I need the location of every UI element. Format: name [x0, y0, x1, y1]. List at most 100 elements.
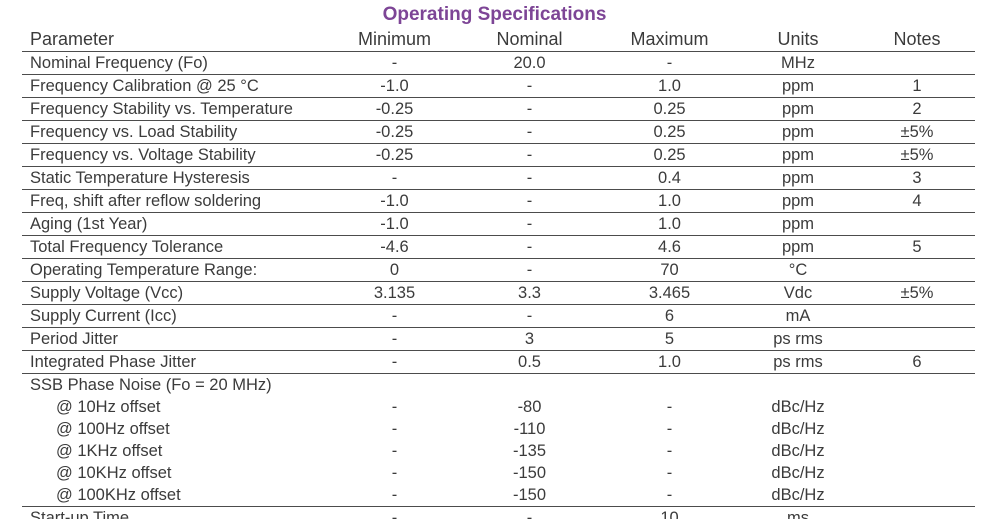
param-cell: @ 1KHz offset — [56, 442, 163, 460]
min-cell: - — [391, 398, 398, 416]
table-row: Nominal Frequency (Fo) -20.0- MHz — [22, 51, 975, 75]
table-row: Frequency Stability vs. Temperature -0.25… — [22, 97, 975, 121]
table-row: Frequency Calibration @ 25 °C -1.0-1.0 ppm… — [22, 74, 975, 98]
max-cell: 1.0 — [602, 189, 737, 213]
table-row: Period Jitter -3 5 ps rms — [22, 327, 975, 351]
column-header-maximum: Maximum — [602, 28, 737, 52]
notes-cell: ±5% — [859, 120, 975, 144]
units-cell: ppm — [737, 235, 859, 259]
param-cell: Static Temperature Hysteresis — [22, 166, 332, 190]
notes-cell — [859, 506, 975, 519]
nom-cell — [457, 374, 602, 397]
min-cell: -0.25 — [332, 143, 457, 167]
units-cell: MHz — [737, 51, 859, 75]
param-cell: Supply Current (Icc) — [22, 304, 332, 328]
table-row: Operating Temperature Range: 0-70 °C — [22, 258, 975, 282]
param-cell: Nominal Frequency (Fo) — [22, 51, 332, 75]
min-cell: -1.0 — [332, 189, 457, 213]
max-cell: - — [666, 398, 673, 416]
table-row: Frequency vs. Voltage Stability -0.25-0.2… — [22, 143, 975, 167]
param-cell: Operating Temperature Range: — [22, 258, 332, 282]
max-cell: 3.465 — [602, 281, 737, 305]
notes-cell — [859, 484, 975, 507]
param-cell: Freq, shift after reflow soldering — [22, 189, 332, 213]
param-cell: Supply Voltage (Vcc) — [22, 281, 332, 305]
units-cell: ps rms — [737, 350, 859, 374]
min-cell: - — [332, 304, 457, 328]
units-cell: dBc/Hz — [771, 420, 825, 438]
notes-cell — [859, 374, 975, 397]
max-cell — [602, 374, 737, 397]
table-row: @ 10KHz offset - -150 - dBc/Hz — [22, 462, 975, 484]
column-header-minimum: Minimum — [332, 28, 457, 52]
notes-cell: ±5% — [859, 281, 975, 305]
table-row: Integrated Phase Jitter -0.5 1.0 ps rms 6 — [22, 350, 975, 374]
nom-cell: 3.3 — [457, 281, 602, 305]
min-cell: -1.0 — [332, 74, 457, 98]
nom-cell: - — [457, 235, 602, 259]
nom-cell: - — [457, 304, 602, 328]
max-cell: 4.6 — [602, 235, 737, 259]
notes-cell: 5 — [859, 235, 975, 259]
units-cell: ppm — [737, 166, 859, 190]
max-cell: 5 — [602, 327, 737, 351]
param-cell: @ 10KHz offset — [56, 464, 172, 482]
notes-cell: 3 — [859, 166, 975, 190]
nom-cell: - — [457, 74, 602, 98]
table-row: Frequency vs. Load Stability -0.25-0.25 pp… — [22, 120, 975, 144]
max-cell: - — [666, 442, 673, 460]
notes-cell — [859, 396, 975, 418]
max-cell: 0.25 — [602, 143, 737, 167]
units-cell: ppm — [737, 143, 859, 167]
table-row: Supply Current (Icc) - -6 mA — [22, 304, 975, 328]
units-cell: ppm — [737, 74, 859, 98]
param-cell: @ 10Hz offset — [56, 398, 161, 416]
units-cell: mA — [737, 304, 859, 328]
nom-cell: - — [457, 97, 602, 121]
min-cell: - — [332, 506, 457, 519]
nom-cell: - — [457, 166, 602, 190]
nom-cell: - — [457, 120, 602, 144]
notes-cell — [859, 212, 975, 236]
nom-cell: - — [457, 506, 602, 519]
param-cell: SSB Phase Noise (Fo = 20 MHz) — [30, 376, 272, 394]
notes-cell — [859, 440, 975, 462]
min-cell: - — [332, 51, 457, 75]
min-cell — [332, 374, 457, 397]
units-cell: dBc/Hz — [771, 398, 825, 416]
min-cell: - — [332, 350, 457, 374]
notes-cell — [859, 462, 975, 484]
spec-table: Parameter Minimum Nominal Maximum Units Notes… — [22, 28, 975, 519]
param-cell: Period Jitter — [22, 327, 332, 351]
notes-cell — [859, 304, 975, 328]
units-cell — [737, 374, 859, 397]
nom-cell: - — [457, 189, 602, 213]
min-cell: - — [391, 464, 398, 482]
max-cell: - — [666, 420, 673, 438]
notes-cell: ±5% — [859, 143, 975, 167]
table-row: Static Temperature Hysteresis - -0.4 ppm 3 — [22, 166, 975, 190]
units-cell: Vdc — [737, 281, 859, 305]
max-cell: 1.0 — [602, 350, 737, 374]
max-cell: 10 — [602, 506, 737, 519]
table-row: Supply Voltage (Vcc) 3.135 3.3 3.465 Vdc ±5% — [22, 281, 975, 305]
table-row: @ 100Hz offset - -110 - dBc/Hz — [22, 418, 975, 440]
nom-cell: -80 — [517, 398, 542, 416]
units-cell: ps rms — [737, 327, 859, 351]
max-cell: 1.0 — [602, 212, 737, 236]
nom-cell: 3 — [457, 327, 602, 351]
max-cell: 1.0 — [602, 74, 737, 98]
table-row: SSB Phase Noise (Fo = 20 MHz) — [22, 374, 975, 397]
min-cell: -0.25 — [332, 97, 457, 121]
notes-cell: 6 — [859, 350, 975, 374]
units-cell: ppm — [737, 212, 859, 236]
nom-cell: - — [457, 143, 602, 167]
min-cell: -4.6 — [332, 235, 457, 259]
max-cell: 0.25 — [602, 120, 737, 144]
page-title: Operating Specifications — [382, 4, 607, 25]
param-cell: @ 100KHz offset — [22, 484, 332, 507]
table-row: @ 100KHz offset - -150- dBc/Hz — [22, 484, 975, 507]
column-header-units: Units — [737, 28, 859, 52]
table-row: Total Frequency Tolerance -4.6-4.6 ppm 5 — [22, 235, 975, 259]
